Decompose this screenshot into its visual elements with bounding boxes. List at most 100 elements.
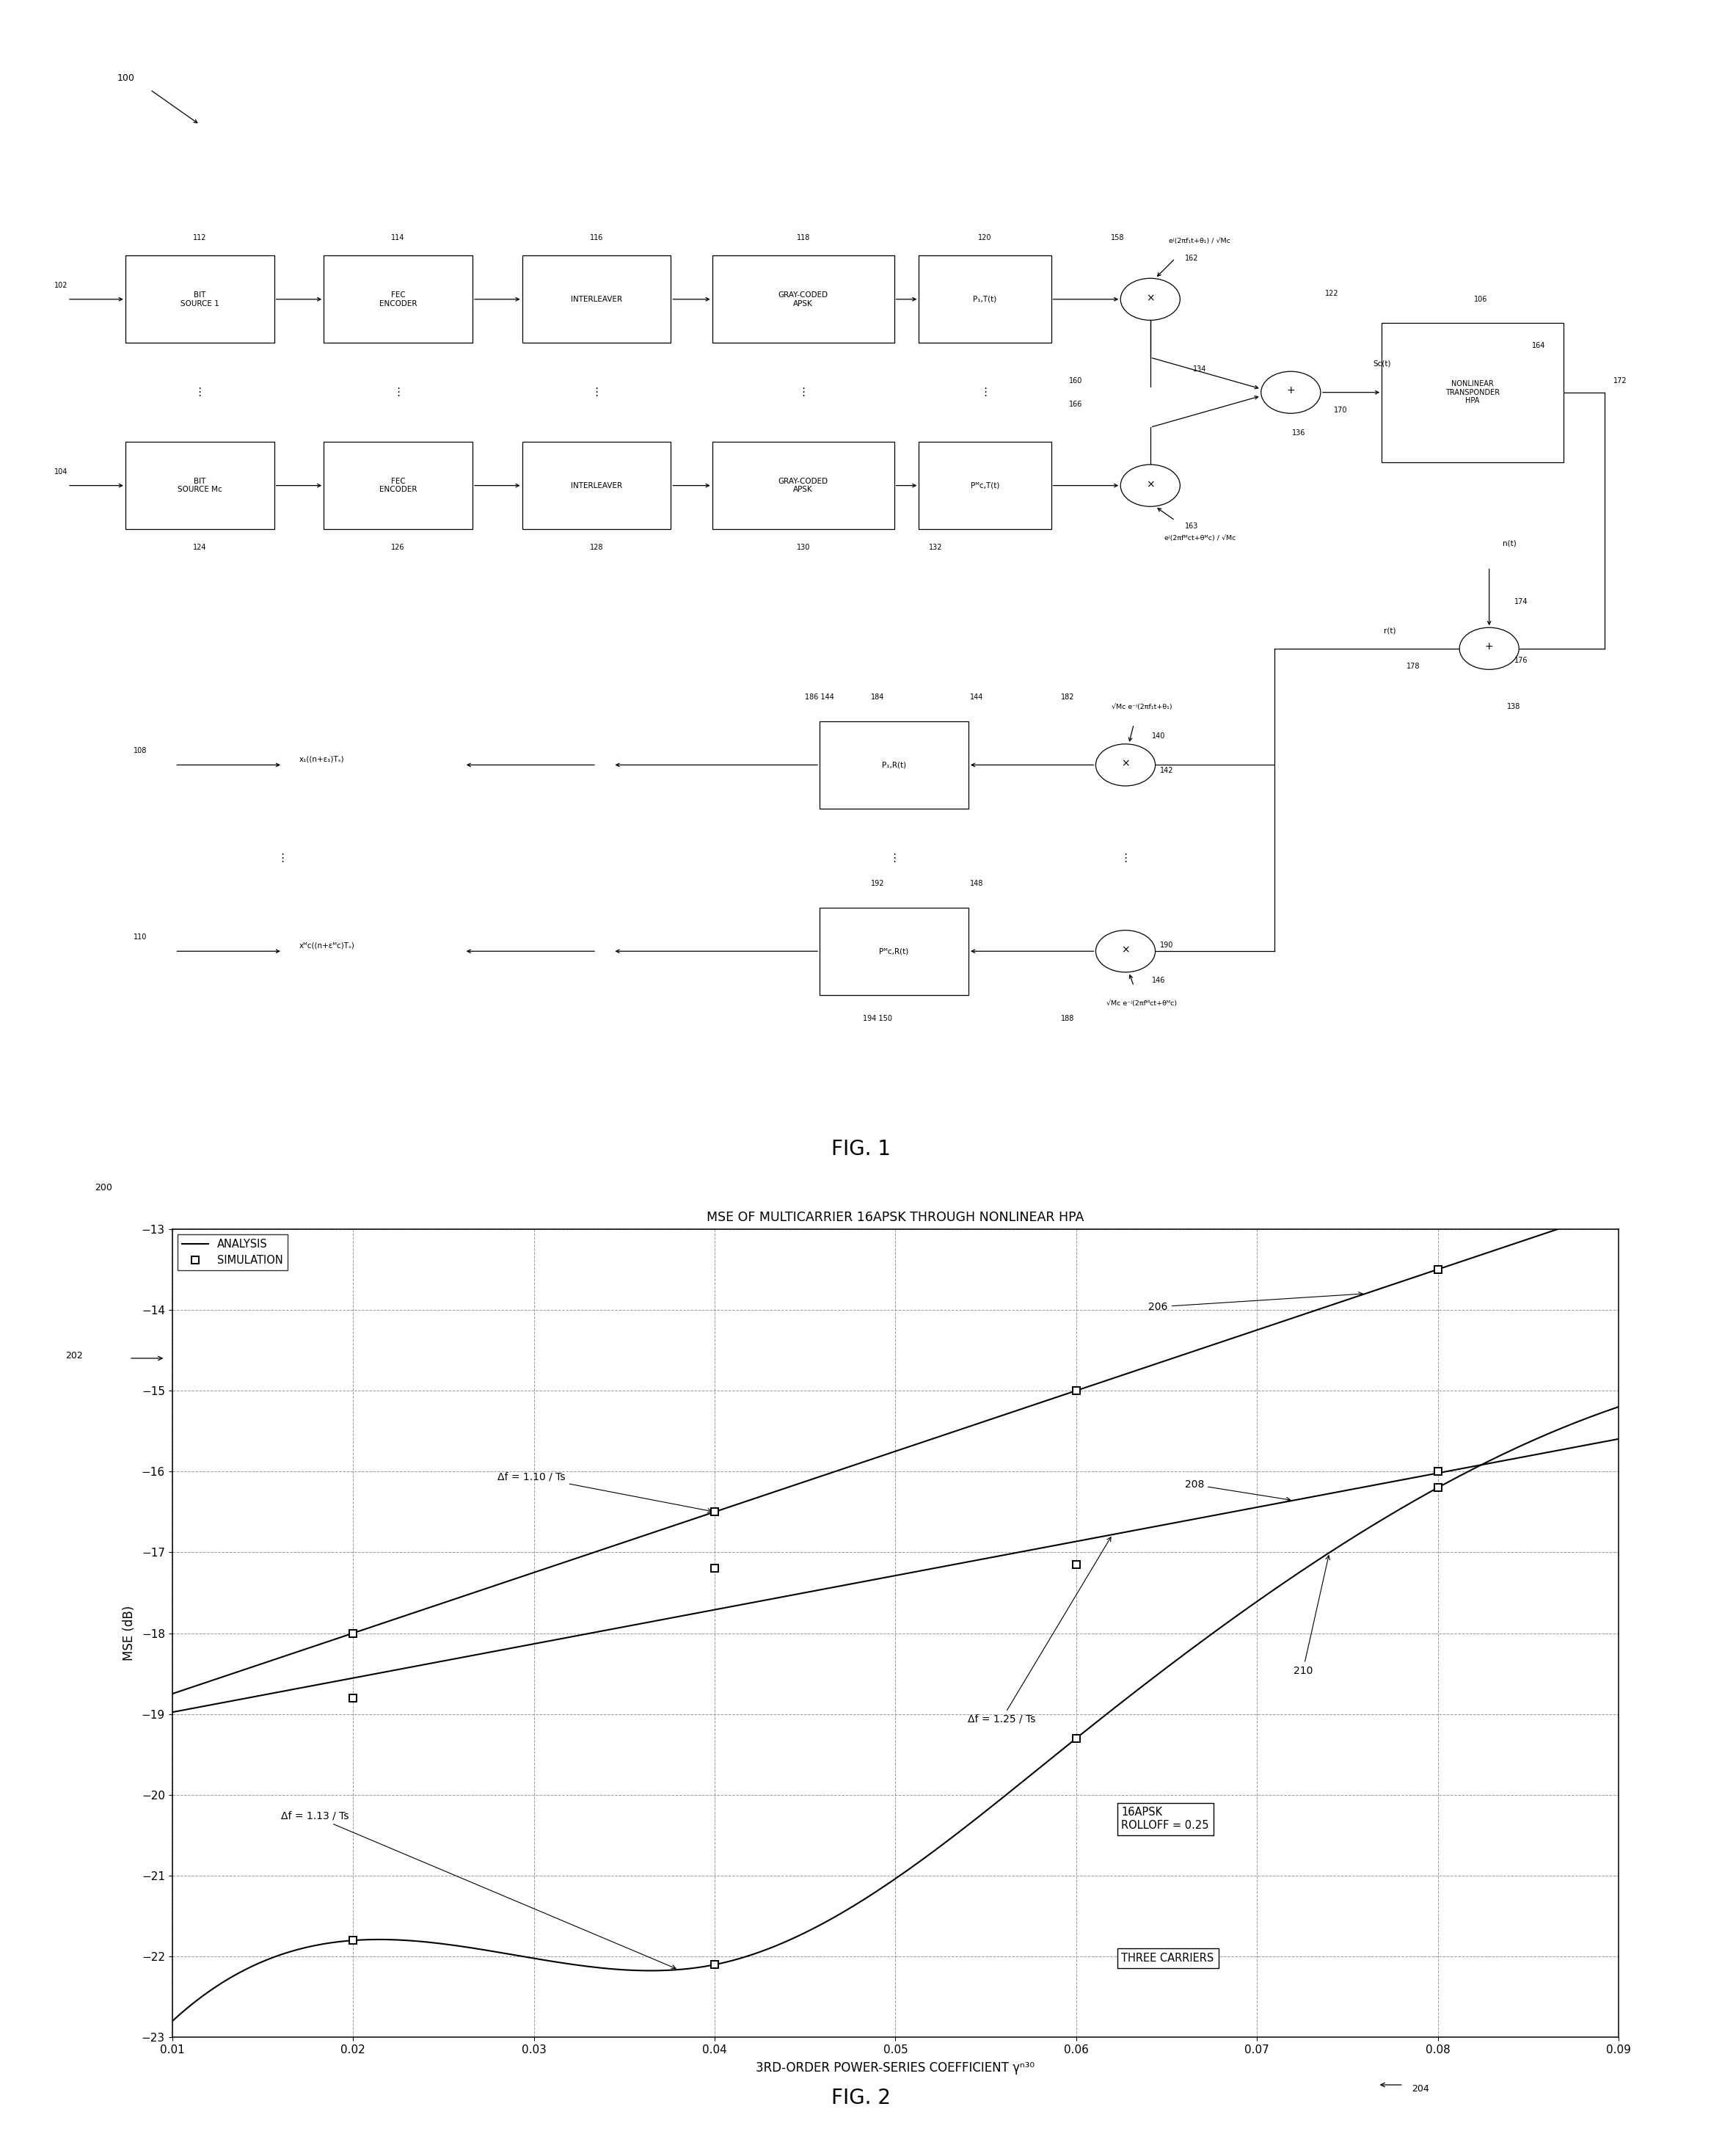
Text: 164: 164	[1533, 343, 1546, 349]
Text: GRAY-CODED
APSK: GRAY-CODED APSK	[778, 479, 828, 494]
Text: 128: 128	[589, 543, 603, 552]
Text: 188: 188	[1061, 1015, 1075, 1022]
Text: 112: 112	[193, 233, 207, 241]
Text: r(t): r(t)	[1384, 627, 1397, 634]
Text: 134: 134	[1193, 364, 1207, 373]
Text: 208: 208	[1185, 1479, 1290, 1501]
Text: x₁((n+ε₁)Tₛ): x₁((n+ε₁)Tₛ)	[300, 755, 344, 763]
Text: xᴹᴄ((n+εᴹᴄ)Tₛ): xᴹᴄ((n+εᴹᴄ)Tₛ)	[300, 942, 355, 949]
Text: 124: 124	[193, 543, 207, 552]
Text: 116: 116	[589, 233, 603, 241]
Text: 136: 136	[1292, 429, 1305, 438]
Text: 108: 108	[134, 748, 146, 755]
Text: 130: 130	[796, 543, 809, 552]
Text: BIT
SOURCE 1: BIT SOURCE 1	[181, 291, 219, 306]
FancyBboxPatch shape	[324, 442, 472, 528]
Text: 110: 110	[134, 934, 146, 940]
Text: Pᴹᴄ,R(t): Pᴹᴄ,R(t)	[880, 946, 909, 955]
FancyBboxPatch shape	[920, 257, 1050, 343]
Text: Δf = 1.25 / Ts: Δf = 1.25 / Ts	[968, 1537, 1111, 1725]
Text: 146: 146	[1152, 977, 1166, 983]
Text: eʲ(2πfᴹᴄt+θᴹᴄ) / √Mᴄ: eʲ(2πfᴹᴄt+θᴹᴄ) / √Mᴄ	[1164, 535, 1236, 541]
Text: 210: 210	[1293, 1554, 1329, 1675]
Text: n(t): n(t)	[1502, 539, 1515, 548]
Text: 16APSK
ROLLOFF = 0.25: 16APSK ROLLOFF = 0.25	[1121, 1807, 1209, 1830]
Text: √Mᴄ e⁻ʲ(2πf₁t+θ₁): √Mᴄ e⁻ʲ(2πf₁t+θ₁)	[1112, 703, 1173, 709]
Text: 170: 170	[1333, 405, 1347, 414]
Circle shape	[1095, 744, 1155, 787]
X-axis label: 3RD-ORDER POWER-SERIES COEFFICIENT γⁿ³⁰: 3RD-ORDER POWER-SERIES COEFFICIENT γⁿ³⁰	[756, 2061, 1035, 2074]
Text: 202: 202	[65, 1352, 83, 1360]
Title: MSE OF MULTICARRIER 16APSK THROUGH NONLINEAR HPA: MSE OF MULTICARRIER 16APSK THROUGH NONLI…	[706, 1210, 1085, 1225]
FancyBboxPatch shape	[713, 442, 894, 528]
Text: 204: 204	[1412, 2085, 1429, 2093]
Text: 100: 100	[117, 73, 134, 82]
Text: Sᴄ(t): Sᴄ(t)	[1372, 360, 1391, 367]
Text: 186 144: 186 144	[806, 694, 833, 701]
Text: ⋮: ⋮	[393, 386, 403, 399]
Text: FIG. 1: FIG. 1	[832, 1138, 890, 1160]
Circle shape	[1460, 627, 1519, 671]
Circle shape	[1121, 278, 1180, 321]
Text: +: +	[1484, 642, 1493, 651]
Text: 172: 172	[1614, 377, 1627, 384]
Text: Δf = 1.10 / Ts: Δf = 1.10 / Ts	[498, 1473, 711, 1514]
Text: 114: 114	[391, 233, 405, 241]
Text: 166: 166	[1069, 401, 1083, 407]
Text: 104: 104	[55, 468, 67, 474]
Text: 102: 102	[55, 282, 67, 289]
Text: 190: 190	[1161, 942, 1174, 949]
Text: 206: 206	[1149, 1291, 1362, 1313]
Text: 138: 138	[1507, 703, 1521, 711]
Text: 178: 178	[1407, 662, 1421, 671]
Text: ⋮: ⋮	[195, 386, 205, 399]
Text: INTERLEAVER: INTERLEAVER	[570, 481, 622, 489]
Legend: ANALYSIS, SIMULATION: ANALYSIS, SIMULATION	[177, 1233, 288, 1270]
Text: eʲ(2πf₁t+θ₁) / √Mᴄ: eʲ(2πf₁t+θ₁) / √Mᴄ	[1169, 237, 1231, 244]
Text: 192: 192	[871, 880, 885, 888]
Text: ×: ×	[1121, 944, 1130, 955]
Text: 158: 158	[1111, 233, 1124, 241]
Text: 174: 174	[1514, 597, 1527, 606]
Text: 126: 126	[391, 543, 405, 552]
Text: NONLINEAR
TRANSPONDER
HPA: NONLINEAR TRANSPONDER HPA	[1445, 379, 1500, 405]
Text: FEC
ENCODER: FEC ENCODER	[379, 291, 417, 306]
Text: 148: 148	[969, 880, 983, 888]
Text: GRAY-CODED
APSK: GRAY-CODED APSK	[778, 291, 828, 306]
Circle shape	[1261, 371, 1321, 414]
Text: 176: 176	[1514, 655, 1527, 664]
Text: 184: 184	[871, 694, 885, 701]
Text: √Mᴄ e⁻ʲ(2πfᴹᴄt+θᴹᴄ): √Mᴄ e⁻ʲ(2πfᴹᴄt+θᴹᴄ)	[1107, 1000, 1178, 1007]
Text: 120: 120	[978, 233, 992, 241]
Text: Pᴹᴄ,T(t): Pᴹᴄ,T(t)	[971, 481, 999, 489]
Text: 144: 144	[969, 694, 983, 701]
FancyBboxPatch shape	[126, 442, 274, 528]
FancyBboxPatch shape	[324, 257, 472, 343]
Text: P₁,R(t): P₁,R(t)	[882, 761, 906, 770]
Text: +: +	[1286, 386, 1295, 397]
Text: 163: 163	[1185, 522, 1199, 530]
Text: P₁,T(t): P₁,T(t)	[973, 295, 997, 304]
FancyBboxPatch shape	[1381, 323, 1564, 461]
FancyBboxPatch shape	[126, 257, 274, 343]
Text: 142: 142	[1161, 768, 1174, 774]
Text: ×: ×	[1121, 759, 1130, 770]
Text: 106: 106	[1474, 295, 1488, 304]
Text: ⋮: ⋮	[1119, 852, 1131, 865]
Text: 118: 118	[796, 233, 809, 241]
FancyBboxPatch shape	[820, 722, 968, 808]
Circle shape	[1121, 464, 1180, 507]
FancyBboxPatch shape	[522, 442, 672, 528]
Text: THREE CARRIERS: THREE CARRIERS	[1121, 1953, 1214, 1964]
Text: 194 150: 194 150	[863, 1015, 892, 1022]
FancyBboxPatch shape	[920, 442, 1050, 528]
Text: Δf = 1.13 / Ts: Δf = 1.13 / Ts	[281, 1811, 675, 1968]
Text: 140: 140	[1152, 733, 1166, 740]
Text: BIT
SOURCE Mᴄ: BIT SOURCE Mᴄ	[177, 479, 222, 494]
FancyBboxPatch shape	[522, 257, 672, 343]
Text: ⋮: ⋮	[797, 386, 809, 399]
Text: ⋮: ⋮	[980, 386, 990, 399]
Text: FEC
ENCODER: FEC ENCODER	[379, 479, 417, 494]
Text: ⋮: ⋮	[591, 386, 603, 399]
Y-axis label: MSE (dB): MSE (dB)	[122, 1606, 136, 1660]
